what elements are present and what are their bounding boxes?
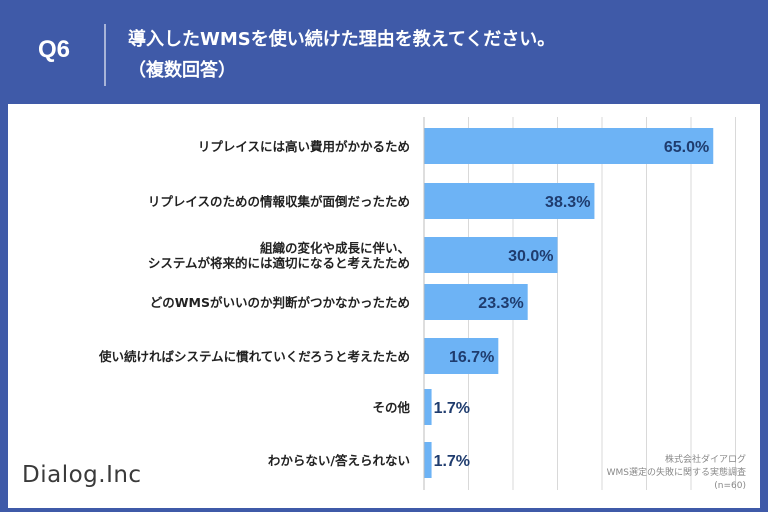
value-label-1: 38.3%	[545, 194, 590, 211]
category-label-6: わからない/答えられない	[268, 453, 410, 468]
value-label-5: 1.7%	[434, 400, 470, 417]
value-label-6: 1.7%	[434, 453, 470, 470]
question-header: Q6 導入したWMSを使い続けた理由を教えてください。 （複数回答）	[0, 0, 768, 104]
chart-card	[8, 104, 760, 508]
bar-1	[424, 183, 595, 219]
category-label-4: 使い続ければシステムに慣れていくだろうと考えたため	[98, 349, 410, 364]
bar-0	[424, 128, 714, 164]
question-title-line1: 導入したWMSを使い続けた理由を教えてください。	[128, 29, 556, 50]
value-label-0: 65.0%	[664, 139, 709, 156]
value-label-2: 30.0%	[508, 248, 553, 265]
value-label-4: 16.7%	[449, 349, 494, 366]
category-label-3: どのWMSがいいのか判断がつかなかったため	[150, 295, 410, 310]
value-label-3: 23.3%	[478, 295, 523, 312]
category-label-2: 組織の変化や成長に伴い、システムが将来的には適切になると考えたため	[148, 241, 410, 271]
category-label-5: その他	[372, 400, 410, 415]
category-label-0: リプレイスには高い費用がかかるため	[198, 139, 410, 154]
source-sample: (n=60)	[714, 481, 746, 491]
question-title: 導入したWMSを使い続けた理由を教えてください。 （複数回答）	[128, 24, 748, 86]
header-divider	[104, 24, 106, 86]
brand-logo: Dialog.Inc	[22, 462, 142, 488]
question-title-line2: （複数回答）	[128, 60, 236, 81]
source-survey: WMS選定の失敗に関する実態調査	[606, 468, 746, 478]
question-number: Q6	[38, 36, 71, 63]
source-company: 株式会社ダイアログ	[664, 455, 746, 465]
bar-5	[424, 389, 432, 425]
bar-2	[424, 237, 558, 273]
category-label-1: リプレイスのための情報収集が面倒だったため	[148, 194, 410, 209]
bar-3	[424, 284, 528, 320]
source-note: 株式会社ダイアログ WMS選定の失敗に関する実態調査 (n=60)	[607, 454, 746, 493]
bar-4	[424, 338, 499, 374]
bar-6	[424, 442, 432, 478]
